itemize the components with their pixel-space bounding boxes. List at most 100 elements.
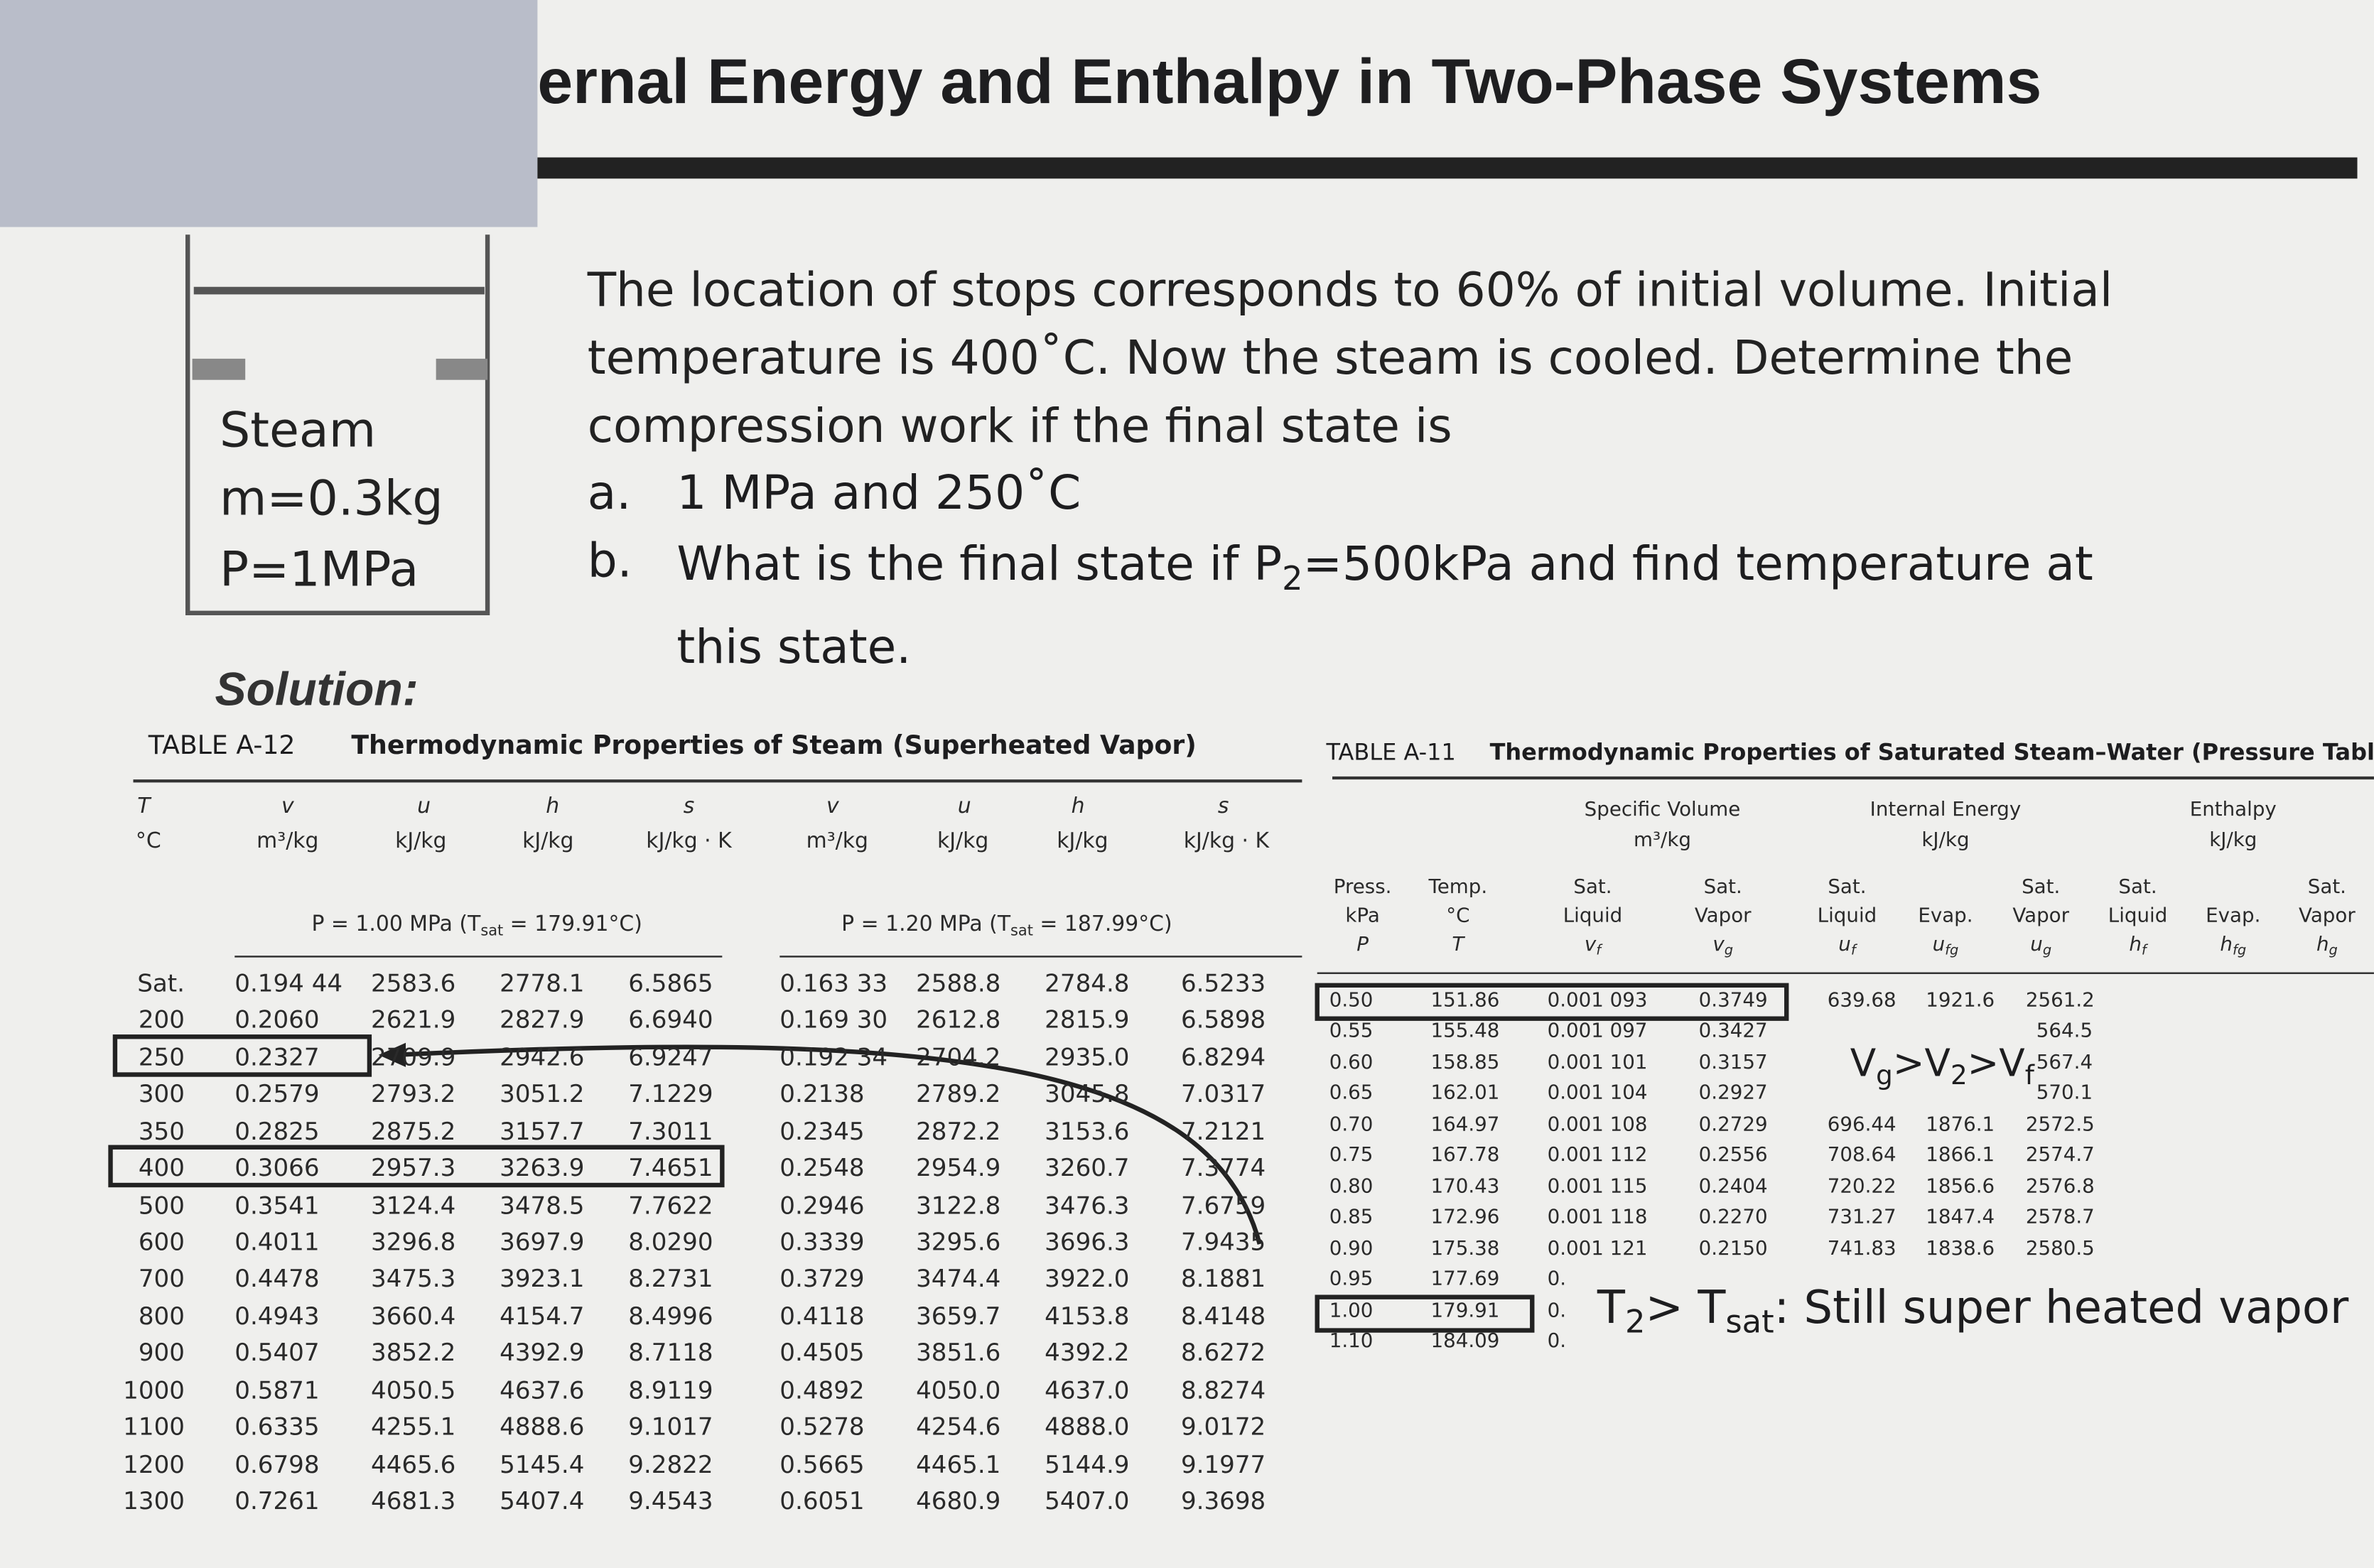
subscript: g [2042, 943, 2052, 960]
column-unit: kJ/kg [395, 829, 447, 854]
cell: 1000 [123, 1375, 185, 1405]
cell: 0.5665 [779, 1449, 865, 1478]
cell: 3696.3 [1045, 1227, 1130, 1257]
cell: 167.78 [1430, 1145, 1500, 1167]
text-run: > T [1645, 1282, 1726, 1335]
cell: 2784.8 [1045, 968, 1130, 997]
cell: 0.6798 [234, 1449, 320, 1478]
cell: 741.83 [1827, 1237, 1896, 1260]
cell: 0.4943 [234, 1301, 320, 1331]
highlight-box [108, 1145, 725, 1188]
cell: 2875.2 [371, 1116, 456, 1146]
cell: 6.6940 [628, 1005, 713, 1034]
cell: 1856.6 [1926, 1175, 1995, 1199]
arrowhead [378, 1042, 406, 1067]
subscript: g [1724, 943, 1734, 960]
cell: 7.7622 [628, 1190, 713, 1220]
text-run: P = 1.00 MPa (T [311, 912, 481, 937]
cell: 2578.7 [2025, 1206, 2095, 1230]
cell: 0.2927 [1698, 1082, 1768, 1105]
column-header: Vapor [1694, 904, 1752, 928]
cell: 0.4892 [779, 1375, 865, 1405]
cell: 5144.9 [1045, 1449, 1130, 1478]
cell: 0.2548 [779, 1153, 865, 1183]
cell: 4392.2 [1045, 1338, 1130, 1368]
column-header: Vapor [2299, 904, 2356, 928]
cell: 3659.7 [916, 1301, 1001, 1331]
cell: 0.001 097 [1547, 1020, 1648, 1044]
column-symbol: v [826, 794, 839, 819]
cell: 179.91 [1430, 1299, 1500, 1322]
subscript: fg [2233, 943, 2247, 960]
cell: 2815.9 [1045, 1005, 1130, 1034]
cell: 0.70 [1329, 1113, 1374, 1137]
cell: 0.3729 [779, 1264, 865, 1294]
cell: 8.8274 [1180, 1375, 1266, 1405]
cell: Sat. [137, 968, 185, 997]
column-unit: °C [135, 829, 161, 854]
group-unit: kJ/kg [2209, 829, 2257, 853]
cell: 3045.8 [1045, 1079, 1130, 1108]
cell: 0.2729 [1698, 1113, 1768, 1137]
cell: 8.9119 [628, 1375, 713, 1405]
column-symbol: ug [2030, 936, 2051, 960]
paper-tab [0, 0, 538, 227]
cell: 7.9435 [1180, 1227, 1266, 1257]
cell: 3157.7 [500, 1116, 585, 1146]
cell: 708.64 [1827, 1145, 1896, 1167]
cell: 3260.7 [1045, 1153, 1130, 1183]
cell: 0.001 108 [1547, 1113, 1648, 1137]
cell: 184.09 [1430, 1330, 1500, 1353]
column-symbol: v [281, 794, 294, 819]
cell: 3051.2 [500, 1079, 585, 1108]
cell: 8.2731 [628, 1264, 713, 1294]
text-run: P [1356, 934, 1369, 957]
cell: 250 [138, 1042, 185, 1071]
cell: 2954.9 [916, 1153, 1001, 1183]
cell: 0. [1547, 1330, 1567, 1353]
cell: 700 [138, 1264, 185, 1294]
cell: 4888.6 [500, 1412, 585, 1442]
cell: 4637.6 [500, 1375, 585, 1405]
cell: 4050.0 [916, 1375, 1001, 1405]
text-run: v [1712, 934, 1725, 957]
column-header: kPa [1345, 904, 1380, 928]
cell: 720.22 [1827, 1175, 1896, 1199]
cell: 0.6335 [234, 1412, 320, 1442]
column-symbol: uf [1838, 936, 1855, 960]
cell: 2942.6 [500, 1042, 585, 1071]
cell: 564.5 [2036, 1020, 2093, 1044]
cell: 0.95 [1329, 1268, 1374, 1292]
cell: 0.001 093 [1547, 990, 1648, 1013]
cell: 9.4543 [628, 1486, 713, 1515]
cell: 0.3157 [1698, 1051, 1768, 1075]
column-unit: kJ/kg [937, 829, 989, 854]
cell: 600 [138, 1227, 185, 1257]
cell: 7.0317 [1180, 1079, 1266, 1108]
column-unit: kJ/kg · K [646, 829, 732, 854]
cell: 0.55 [1329, 1020, 1374, 1044]
cell: 0.6051 [779, 1486, 865, 1515]
column-header: Sat. [2022, 876, 2061, 899]
cell: 0.2556 [1698, 1145, 1768, 1167]
cell: 0.2327 [234, 1042, 320, 1071]
cell: 2588.8 [916, 968, 1001, 997]
cell: 696.44 [1827, 1113, 1896, 1137]
column-header: Evap. [2206, 904, 2261, 928]
cell: 7.6759 [1180, 1190, 1266, 1220]
cell: 4888.0 [1045, 1412, 1130, 1442]
group-unit: m³/kg [1633, 829, 1692, 853]
text-run: P = 1.20 MPa (T [841, 912, 1011, 937]
cell: 0.90 [1329, 1237, 1374, 1260]
cell: 3476.3 [1045, 1190, 1130, 1220]
cell: 4637.0 [1045, 1375, 1130, 1405]
column-header: °C [1446, 904, 1470, 928]
highlight-box [1315, 983, 1789, 1021]
cell: 2574.7 [2025, 1145, 2095, 1167]
column-header: Sat. [1703, 876, 1742, 899]
cell: 1.00 [1329, 1299, 1374, 1322]
cell: 4681.3 [371, 1486, 456, 1515]
cell: 172.96 [1430, 1206, 1500, 1230]
cell: 0.2825 [234, 1116, 320, 1146]
cell: 0.4505 [779, 1338, 865, 1368]
